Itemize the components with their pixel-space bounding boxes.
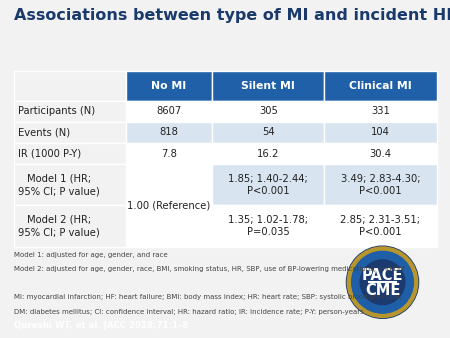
Text: 1.00 (Reference): 1.00 (Reference) <box>127 200 211 211</box>
Text: 818: 818 <box>159 127 178 137</box>
FancyBboxPatch shape <box>126 143 212 164</box>
FancyBboxPatch shape <box>126 71 212 101</box>
Text: 104: 104 <box>371 127 390 137</box>
Text: Associations between type of MI and incident HF: Associations between type of MI and inci… <box>14 8 450 23</box>
Text: 8607: 8607 <box>156 106 182 116</box>
FancyBboxPatch shape <box>324 206 436 247</box>
Text: Model 2 (HR;
95% CI; P value): Model 2 (HR; 95% CI; P value) <box>18 215 99 237</box>
Circle shape <box>351 251 414 313</box>
Text: 54: 54 <box>262 127 274 137</box>
FancyBboxPatch shape <box>14 71 126 101</box>
FancyBboxPatch shape <box>14 143 126 164</box>
Text: Qureshi WT, et al. JACC 2018;71:1–8: Qureshi WT, et al. JACC 2018;71:1–8 <box>14 321 188 330</box>
FancyBboxPatch shape <box>14 206 126 247</box>
Text: 7.8: 7.8 <box>161 149 177 159</box>
Text: Model 1 (HR;
95% CI; P value): Model 1 (HR; 95% CI; P value) <box>18 174 99 196</box>
FancyBboxPatch shape <box>324 164 436 206</box>
Text: MI: myocardial infarction; HF: heart failure; BMI: body mass index; HR: heart ra: MI: myocardial infarction; HF: heart fai… <box>14 294 401 300</box>
Text: 2.85; 2.31-3.51;
P<0.001: 2.85; 2.31-3.51; P<0.001 <box>341 215 420 237</box>
FancyBboxPatch shape <box>126 101 212 122</box>
Text: No MI: No MI <box>151 81 187 91</box>
Text: 1.85; 1.40-2.44;
P<0.001: 1.85; 1.40-2.44; P<0.001 <box>229 174 308 196</box>
FancyBboxPatch shape <box>14 101 126 122</box>
Text: 30.4: 30.4 <box>369 149 392 159</box>
FancyBboxPatch shape <box>324 122 436 143</box>
Text: 3.49; 2.83-4.30;
P<0.001: 3.49; 2.83-4.30; P<0.001 <box>341 174 420 196</box>
Text: Silent MI: Silent MI <box>241 81 295 91</box>
FancyBboxPatch shape <box>212 101 324 122</box>
Text: 305: 305 <box>259 106 278 116</box>
Circle shape <box>346 246 418 318</box>
Text: IR (1000 P-Y): IR (1000 P-Y) <box>18 149 81 159</box>
FancyBboxPatch shape <box>324 101 436 122</box>
FancyBboxPatch shape <box>126 122 212 143</box>
FancyBboxPatch shape <box>212 164 324 206</box>
FancyBboxPatch shape <box>212 206 324 247</box>
FancyBboxPatch shape <box>14 122 126 143</box>
FancyBboxPatch shape <box>212 122 324 143</box>
FancyBboxPatch shape <box>212 71 324 101</box>
Text: Clinical MI: Clinical MI <box>349 81 412 91</box>
FancyBboxPatch shape <box>14 164 126 206</box>
Text: 331: 331 <box>371 106 390 116</box>
Text: PACE: PACE <box>362 268 403 283</box>
FancyBboxPatch shape <box>126 164 212 247</box>
Text: Model 1: adjusted for age, gender, and race: Model 1: adjusted for age, gender, and r… <box>14 252 167 258</box>
FancyBboxPatch shape <box>324 71 436 101</box>
Text: 1.35; 1.02-1.78;
P=0.035: 1.35; 1.02-1.78; P=0.035 <box>228 215 308 237</box>
FancyBboxPatch shape <box>212 143 324 164</box>
Text: 16.2: 16.2 <box>257 149 279 159</box>
Text: DM: diabetes mellitus; CI: confidence interval; HR: hazard ratio; IR: incidence : DM: diabetes mellitus; CI: confidence in… <box>14 309 363 315</box>
Text: Model 2: adjusted for age, gender, race, BMI, smoking status, HR, SBP, use of BP: Model 2: adjusted for age, gender, race,… <box>14 266 405 272</box>
Text: CME: CME <box>365 283 400 298</box>
FancyBboxPatch shape <box>324 143 436 164</box>
Text: Events (N): Events (N) <box>18 127 70 137</box>
Circle shape <box>360 260 405 305</box>
Text: Participants (N): Participants (N) <box>18 106 95 116</box>
